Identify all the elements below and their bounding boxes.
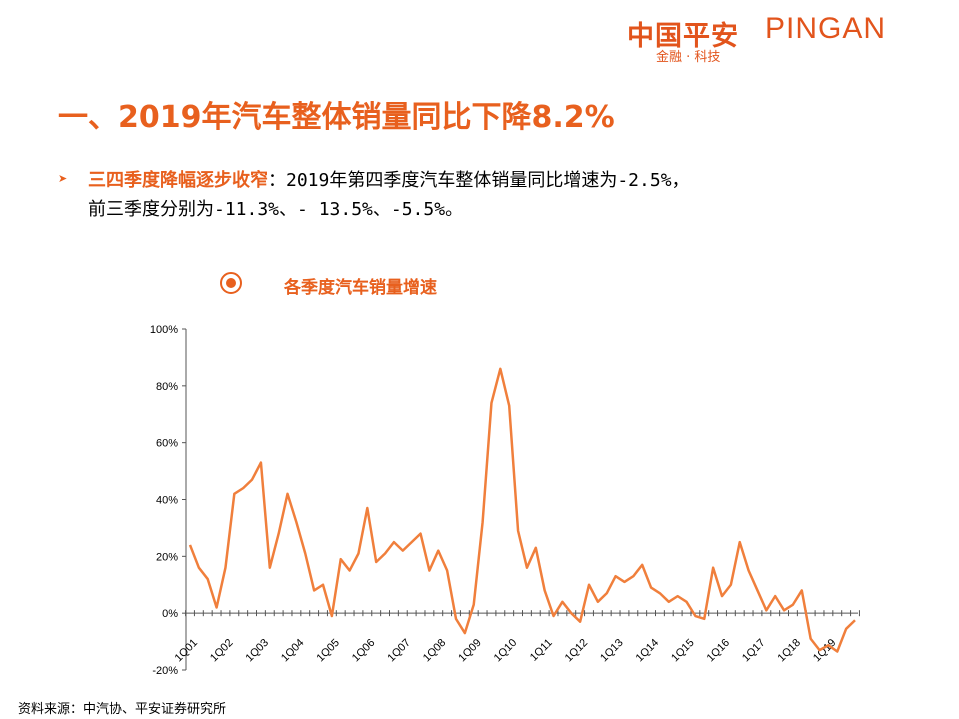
y-tick-label: 40%	[156, 495, 178, 507]
x-tick-label: 1Q06	[350, 637, 378, 665]
x-tick-label: 1Q05	[314, 637, 342, 665]
target-circle-icon	[220, 272, 242, 294]
y-tick-label: 100%	[150, 324, 178, 336]
y-tick-label: 0%	[162, 608, 178, 620]
logo-english: PINGAN	[765, 12, 887, 45]
x-tick-label: 1Q12	[563, 637, 591, 665]
slide-title: 一、2019年汽车整体销量同比下降8.2%	[58, 100, 615, 135]
x-tick-label: 1Q08	[421, 637, 449, 665]
x-tick-label: 1Q14	[634, 637, 662, 665]
y-tick-label: 80%	[156, 381, 178, 393]
y-tick-label: 20%	[156, 551, 178, 563]
bullet-highlight: 三四季度降幅逐步收窄	[88, 170, 268, 191]
x-tick-label: 1Q03	[244, 637, 272, 665]
x-tick-label: 1Q10	[492, 637, 520, 665]
x-tick-label: 1Q13	[598, 637, 626, 665]
y-tick-label: 60%	[156, 438, 178, 450]
x-tick-label: 1Q07	[385, 637, 413, 665]
x-tick-label: 1Q17	[740, 637, 768, 665]
x-tick-label: 1Q18	[776, 637, 804, 665]
x-tick-label: 1Q02	[208, 637, 236, 665]
source-note: 资料来源：中汽协、平安证券研究所	[18, 702, 227, 717]
chart-title: 各季度汽车销量增速	[284, 278, 437, 298]
x-tick-label: 1Q15	[669, 637, 697, 665]
x-tick-label: 1Q04	[279, 637, 307, 665]
logo-subtitle: 金融 · 科技	[656, 50, 721, 65]
x-tick-label: 1Q09	[456, 637, 484, 665]
bullet-text-1: ：2019年第四季度汽车整体销量同比增速为-2.5%，	[268, 170, 690, 191]
arrow-right-icon: ➤	[58, 172, 68, 185]
y-tick-label: -20%	[152, 665, 178, 677]
logo-chinese: 中国平安	[627, 21, 739, 52]
bullet-text-2: 前三季度分别为-11.3%、- 13.5%、-5.5%。	[88, 199, 464, 220]
series-line	[188, 367, 856, 653]
x-tick-label: 1Q11	[528, 637, 555, 664]
x-tick-label: 1Q16	[705, 637, 733, 665]
bullet-paragraph: 三四季度降幅逐步收窄：2019年第四季度汽车整体销量同比增速为-2.5%， 前三…	[88, 166, 690, 224]
